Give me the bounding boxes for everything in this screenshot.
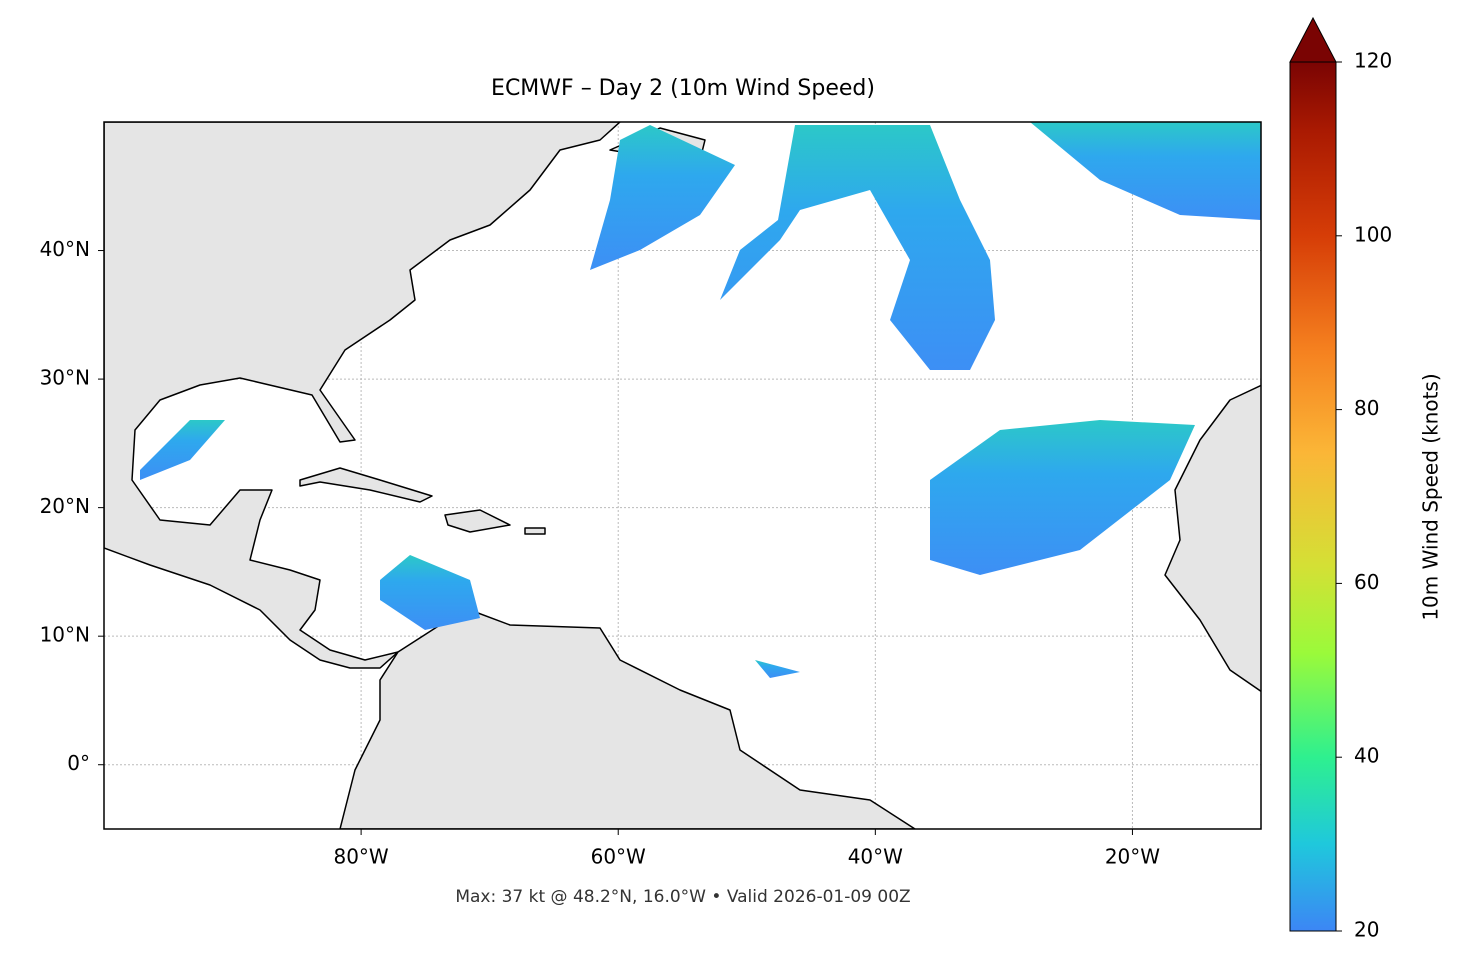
colorbar-extend	[1289, 16, 1337, 63]
colorbar-tick-label: 20	[1354, 918, 1379, 942]
y-tick-label: 20°N	[40, 494, 90, 518]
south-america	[339, 609, 916, 829]
x-tick-label: 20°W	[1105, 845, 1160, 869]
colorbar-tick-label: 40	[1354, 744, 1379, 768]
colorbar-tick-label: 100	[1354, 222, 1392, 246]
wind-swath	[140, 420, 225, 480]
x-tick-label: 60°W	[591, 845, 646, 869]
wind-swath	[930, 420, 1195, 575]
hispaniola	[444, 509, 511, 533]
wind-swath	[755, 660, 800, 678]
x-tick-label: 40°W	[848, 845, 903, 869]
colorbar-tick-label: 120	[1354, 49, 1392, 73]
y-tick-label: 30°N	[40, 366, 90, 390]
wind-swath	[1030, 122, 1261, 220]
footnote: Max: 37 kt @ 48.2°N, 16.0°W • Valid 2026…	[455, 887, 910, 907]
y-tick-label: 10°N	[40, 623, 90, 647]
africa	[1164, 384, 1261, 693]
y-tick-label: 0°	[67, 751, 90, 775]
colorbar	[1289, 61, 1337, 932]
y-tick-label: 40°N	[40, 237, 90, 261]
puerto-rico	[524, 527, 546, 535]
colorbar-tick-label: 80	[1354, 396, 1379, 420]
wind-swath	[720, 125, 995, 370]
colorbar-label: 10m Wind Speed (knots)	[1419, 373, 1443, 620]
chart-title: ECMWF – Day 2 (10m Wind Speed)	[491, 76, 875, 101]
x-tick-label: 80°W	[333, 845, 388, 869]
map	[104, 122, 1261, 829]
colorbar-tick-label: 60	[1354, 570, 1379, 594]
north-america	[104, 122, 621, 669]
wind-swath	[590, 125, 735, 270]
map-frame	[103, 121, 1262, 830]
wind-swath	[380, 555, 480, 630]
cuba	[299, 467, 433, 503]
